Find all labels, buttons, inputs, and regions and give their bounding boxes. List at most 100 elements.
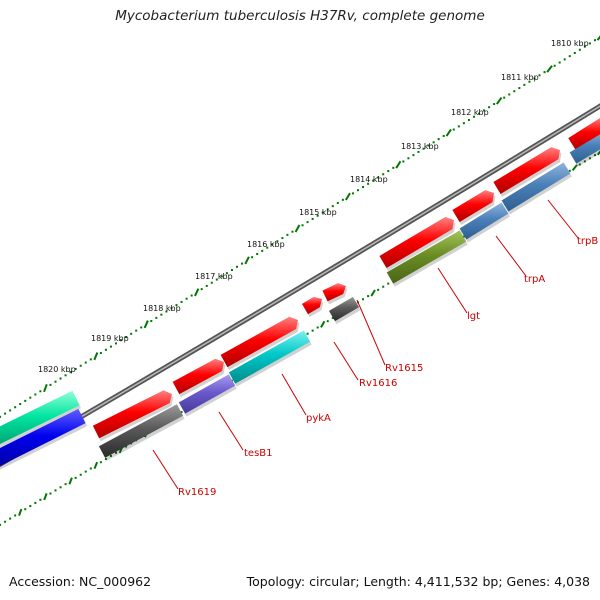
outer-ruler-dot bbox=[402, 160, 405, 163]
outer-ruler-dot bbox=[351, 192, 354, 195]
inner-ruler-dot bbox=[0, 523, 2, 526]
inner-ruler-dot bbox=[84, 470, 87, 473]
inner-ruler-tick bbox=[43, 493, 48, 501]
gene-label-Rv1619[interactable]: Rv1619 bbox=[178, 487, 216, 498]
cds-trpB bbox=[493, 147, 560, 194]
map-title: Mycobacterium tuberculosis H37Rv, comple… bbox=[115, 8, 485, 24]
inner-ruler-dot bbox=[109, 454, 112, 457]
outer-ruler-dot bbox=[150, 320, 153, 323]
tick-label-1812: 1812 kbp bbox=[451, 108, 489, 117]
leader-Rv1619 bbox=[152, 449, 179, 490]
inner-ruler-dot bbox=[583, 160, 586, 163]
gene-label-Rv1615[interactable]: Rv1615 bbox=[385, 363, 423, 374]
outer-ruler-dot bbox=[518, 87, 521, 90]
outer-ruler-dot bbox=[533, 77, 536, 80]
outer-ruler-dot bbox=[382, 173, 385, 176]
outer-ruler-dot bbox=[256, 253, 259, 256]
outer-ruler-dot bbox=[543, 71, 546, 74]
outer-ruler-dot bbox=[558, 61, 561, 64]
outer-ruler-dot bbox=[210, 281, 213, 284]
outer-ruler-dot bbox=[538, 74, 541, 77]
gene-label-Rv1616[interactable]: Rv1616 bbox=[359, 378, 397, 389]
inner-ruler-dot bbox=[306, 332, 309, 335]
inner-ruler-dot bbox=[64, 483, 67, 486]
inner-ruler-dot bbox=[593, 154, 596, 157]
outer-ruler-dot bbox=[483, 109, 486, 112]
outer-ruler-dot bbox=[170, 307, 173, 310]
inner-ruler-dot bbox=[311, 329, 314, 332]
outer-ruler-dot bbox=[392, 166, 395, 169]
outer-ruler-dot bbox=[135, 329, 138, 332]
gene-labels: trpB trpA lgt Rv1615 Rv1616 pykA tesB1 R… bbox=[178, 236, 598, 498]
outer-ruler-dot bbox=[74, 367, 77, 370]
inner-ruler-dot bbox=[34, 501, 37, 504]
leader-lgt bbox=[437, 267, 468, 314]
gene-label-trpA[interactable]: trpA bbox=[524, 274, 545, 285]
inner-ruler-tick bbox=[597, 150, 600, 156]
outer-ruler-dot bbox=[225, 272, 228, 275]
cds-rv1619 bbox=[92, 390, 172, 439]
outer-ruler-dot bbox=[357, 189, 359, 192]
gene-label-tesB1[interactable]: tesB1 bbox=[244, 448, 273, 459]
outer-ruler-dot bbox=[301, 224, 304, 227]
gene-next bbox=[569, 134, 600, 164]
inner-ruler-dot bbox=[331, 317, 334, 320]
inner-ruler-dot bbox=[115, 451, 117, 454]
outer-ruler-dot bbox=[578, 48, 581, 51]
outer-ruler-dot bbox=[407, 157, 410, 160]
tick-label-1810: 1810 kbp bbox=[551, 39, 589, 48]
genome-summary-text: Topology: circular; Length: 4,411,532 bp… bbox=[246, 574, 590, 589]
outer-ruler-dot bbox=[311, 217, 314, 220]
outer-ruler-dot bbox=[115, 342, 117, 345]
ruler-tick-labels: 1810 kbp 1811 kbp 1812 kbp 1813 kbp 1814… bbox=[38, 39, 589, 374]
outer-ruler-dot bbox=[331, 205, 334, 208]
outer-ruler-dot bbox=[457, 125, 460, 128]
inner-ruler-dot bbox=[39, 498, 42, 501]
gene-label-pykA[interactable]: pykA bbox=[306, 413, 331, 424]
gene-lgt bbox=[386, 230, 467, 284]
outer-ruler-dot bbox=[508, 93, 511, 96]
outer-ruler-dot bbox=[155, 316, 158, 319]
inner-ruler-dot bbox=[9, 517, 12, 520]
tick-label-1811: 1811 kbp bbox=[501, 73, 539, 82]
outer-ruler-dot bbox=[200, 288, 203, 291]
outer-ruler-dot bbox=[99, 351, 102, 354]
outer-ruler-dot bbox=[59, 377, 62, 380]
inner-ruler-tick bbox=[18, 508, 23, 516]
outer-ruler-tick bbox=[93, 352, 99, 361]
gene-rv1619 bbox=[98, 404, 184, 458]
accession-text: Accession: NC_000962 bbox=[9, 574, 152, 589]
outer-ruler-dot bbox=[125, 336, 128, 339]
outer-ruler-tick bbox=[496, 97, 503, 105]
outer-ruler-dot bbox=[432, 141, 435, 144]
feature-track bbox=[0, 118, 600, 470]
outer-ruler-dot bbox=[306, 221, 309, 224]
outer-ruler-dot bbox=[0, 415, 2, 418]
inner-ruler-tick bbox=[68, 477, 73, 485]
inner-ruler-dot bbox=[14, 514, 17, 517]
inner-ruler-dot bbox=[367, 295, 370, 298]
outer-ruler-dot bbox=[185, 297, 188, 300]
tick-label-1816: 1816 kbp bbox=[247, 240, 285, 249]
tick-label-1818: 1818 kbp bbox=[143, 304, 181, 313]
outer-ruler-tick bbox=[345, 192, 351, 201]
outer-ruler-dot bbox=[472, 115, 475, 118]
outer-ruler-dot bbox=[422, 147, 425, 150]
gene-label-lgt[interactable]: lgt bbox=[467, 311, 480, 322]
cds-tesB1 bbox=[172, 358, 224, 395]
outer-ruler-dot bbox=[79, 364, 82, 367]
outer-ruler-dot bbox=[568, 55, 571, 58]
outer-ruler-dot bbox=[362, 186, 365, 189]
outer-ruler-tick bbox=[395, 160, 402, 169]
outer-ruler-dot bbox=[336, 201, 339, 204]
outer-ruler-dot bbox=[14, 406, 17, 409]
gene-label-trpB[interactable]: trpB bbox=[577, 236, 598, 247]
outer-ruler-tick bbox=[194, 288, 200, 297]
gene-tesB1 bbox=[178, 374, 236, 414]
inner-ruler-dot bbox=[326, 320, 329, 323]
outer-ruler-dot bbox=[321, 211, 324, 214]
outer-ruler-dot bbox=[24, 399, 27, 402]
cds-next bbox=[568, 118, 600, 150]
outer-ruler bbox=[0, 35, 600, 418]
leader-Rv1616 bbox=[333, 341, 359, 381]
